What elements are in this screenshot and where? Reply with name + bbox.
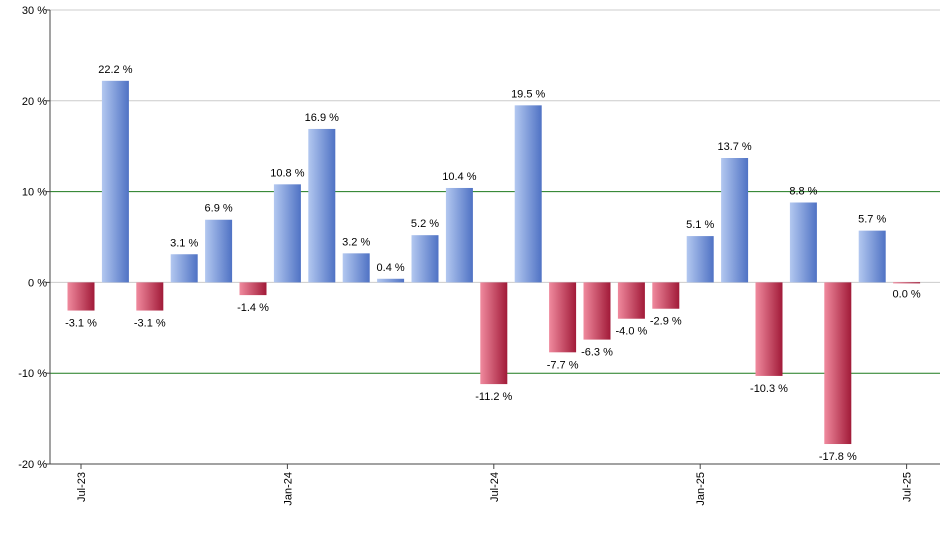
data-label: 16.9 % bbox=[305, 112, 339, 124]
bar-apr-24 bbox=[377, 278, 405, 283]
data-label: 3.2 % bbox=[342, 236, 370, 248]
data-label: -6.3 % bbox=[581, 347, 613, 359]
x-tick-label: Jul-24 bbox=[489, 472, 501, 502]
bar-dec-23 bbox=[239, 282, 267, 296]
data-label: -11.2 % bbox=[475, 391, 512, 403]
bar-dec-24 bbox=[652, 282, 680, 309]
bar-may-25 bbox=[824, 282, 852, 445]
data-label: -17.8 % bbox=[819, 451, 857, 463]
y-tick-label: -20 % bbox=[18, 459, 47, 471]
data-label: 5.1 % bbox=[686, 219, 714, 231]
data-label: 3.1 % bbox=[170, 237, 198, 249]
data-label: 5.2 % bbox=[411, 218, 439, 230]
data-label: 19.5 % bbox=[511, 88, 545, 100]
x-tick-label: Jan-25 bbox=[695, 472, 707, 506]
bar-feb-24 bbox=[308, 128, 336, 283]
bar-jul-25 bbox=[893, 282, 921, 284]
bar-nov-23 bbox=[205, 219, 233, 283]
data-label: 13.7 % bbox=[717, 141, 751, 153]
data-label: 5.7 % bbox=[858, 214, 886, 226]
data-label: 22.2 % bbox=[98, 64, 132, 76]
bar-nov-24 bbox=[617, 282, 645, 319]
data-label: -3.1 % bbox=[134, 318, 166, 330]
bar-jan-25 bbox=[686, 236, 714, 283]
y-tick-label: 10 % bbox=[22, 187, 47, 199]
bar-jan-24 bbox=[273, 184, 301, 283]
data-label: 0.4 % bbox=[377, 262, 405, 274]
bar-may-24 bbox=[411, 235, 439, 283]
data-label: -2.9 % bbox=[650, 316, 682, 328]
bar-mar-25 bbox=[755, 282, 783, 376]
y-tick-label: -10 % bbox=[18, 368, 47, 380]
bar-apr-25 bbox=[789, 202, 817, 283]
bar-jul-23 bbox=[67, 282, 95, 311]
bar-sep-24 bbox=[549, 282, 577, 353]
axes bbox=[49, 10, 940, 465]
data-label: 10.4 % bbox=[442, 171, 476, 183]
bar-jun-24 bbox=[445, 187, 473, 283]
bar-feb-25 bbox=[721, 158, 749, 283]
bar-jul-24 bbox=[480, 282, 508, 385]
bar-oct-24 bbox=[583, 282, 611, 340]
data-label: -4.0 % bbox=[616, 326, 648, 338]
y-tick-label: 0 % bbox=[28, 277, 47, 289]
y-tick-label: 30 % bbox=[22, 5, 47, 17]
data-label: 10.8 % bbox=[270, 167, 304, 179]
bar-aug-23 bbox=[101, 80, 129, 283]
bar-sep-23 bbox=[136, 282, 164, 311]
bar-mar-24 bbox=[342, 253, 370, 283]
x-tick-label: Jul-25 bbox=[902, 472, 914, 502]
bar-aug-24 bbox=[514, 105, 542, 283]
data-label: -7.7 % bbox=[547, 359, 579, 371]
data-label: 6.9 % bbox=[205, 203, 233, 215]
data-label: -10.3 % bbox=[750, 383, 788, 395]
y-axis-ticks: -20 % -10 % 0 % 10 % 20 % 30 % bbox=[18, 5, 50, 471]
y-tick-label: 20 % bbox=[22, 96, 47, 108]
data-label: 0.0 % bbox=[893, 288, 921, 300]
x-tick-label: Jul-23 bbox=[76, 472, 88, 502]
bar-oct-23 bbox=[170, 254, 198, 283]
data-labels: -3.1 % 22.2 % -3.1 % 3.1 % 6.9 % -1.4 % 10.8 %… bbox=[65, 64, 921, 463]
data-label: -3.1 % bbox=[65, 318, 97, 330]
x-tick-label: Jan-24 bbox=[282, 472, 294, 506]
data-label: -1.4 % bbox=[237, 302, 269, 314]
bars bbox=[67, 80, 921, 445]
x-axis-ticks: Jul-23 Jan-24 Jul-24 Jan-25 Jul-25 bbox=[76, 464, 914, 506]
data-label: 8.8 % bbox=[789, 185, 817, 197]
bar-jun-25 bbox=[858, 230, 886, 283]
